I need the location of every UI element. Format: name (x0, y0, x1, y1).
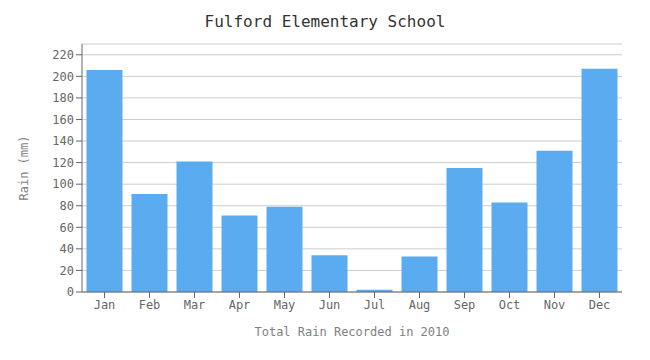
svg-text:160: 160 (52, 113, 74, 127)
svg-text:Dec: Dec (589, 298, 611, 312)
svg-text:Jun: Jun (319, 298, 341, 312)
svg-text:May: May (274, 298, 296, 312)
svg-text:100: 100 (52, 177, 74, 191)
html-text:Fulford Elementary School: Fulford Elementary School (204, 12, 446, 31)
svg-text:80: 80 (60, 199, 74, 213)
svg-text:Total Rain Recorded in 2010: Total Rain Recorded in 2010 (254, 325, 449, 339)
svg-text:Rain (mm): Rain (mm) (17, 135, 31, 200)
svg-text:140: 140 (52, 134, 74, 148)
svg-text:0: 0 (67, 285, 74, 299)
svg-text:20: 20 (60, 264, 74, 278)
svg-text:Mar: Mar (184, 298, 206, 312)
svg-text:Jul: Jul (364, 298, 386, 312)
svg-text:220: 220 (52, 48, 74, 62)
svg-text:200: 200 (52, 70, 74, 84)
svg-text:Aug: Aug (409, 298, 431, 312)
svg-text:Feb: Feb (139, 298, 161, 312)
svg-text:Apr: Apr (229, 298, 251, 312)
svg-text:40: 40 (60, 242, 74, 256)
svg-text:Jan: Jan (94, 298, 116, 312)
svg-text:Sep: Sep (454, 298, 476, 312)
svg-text:Nov: Nov (544, 298, 566, 312)
svg-text:60: 60 (60, 221, 74, 235)
svg-text:180: 180 (52, 91, 74, 105)
svg-text:Oct: Oct (499, 298, 521, 312)
svg-text:120: 120 (52, 156, 74, 170)
